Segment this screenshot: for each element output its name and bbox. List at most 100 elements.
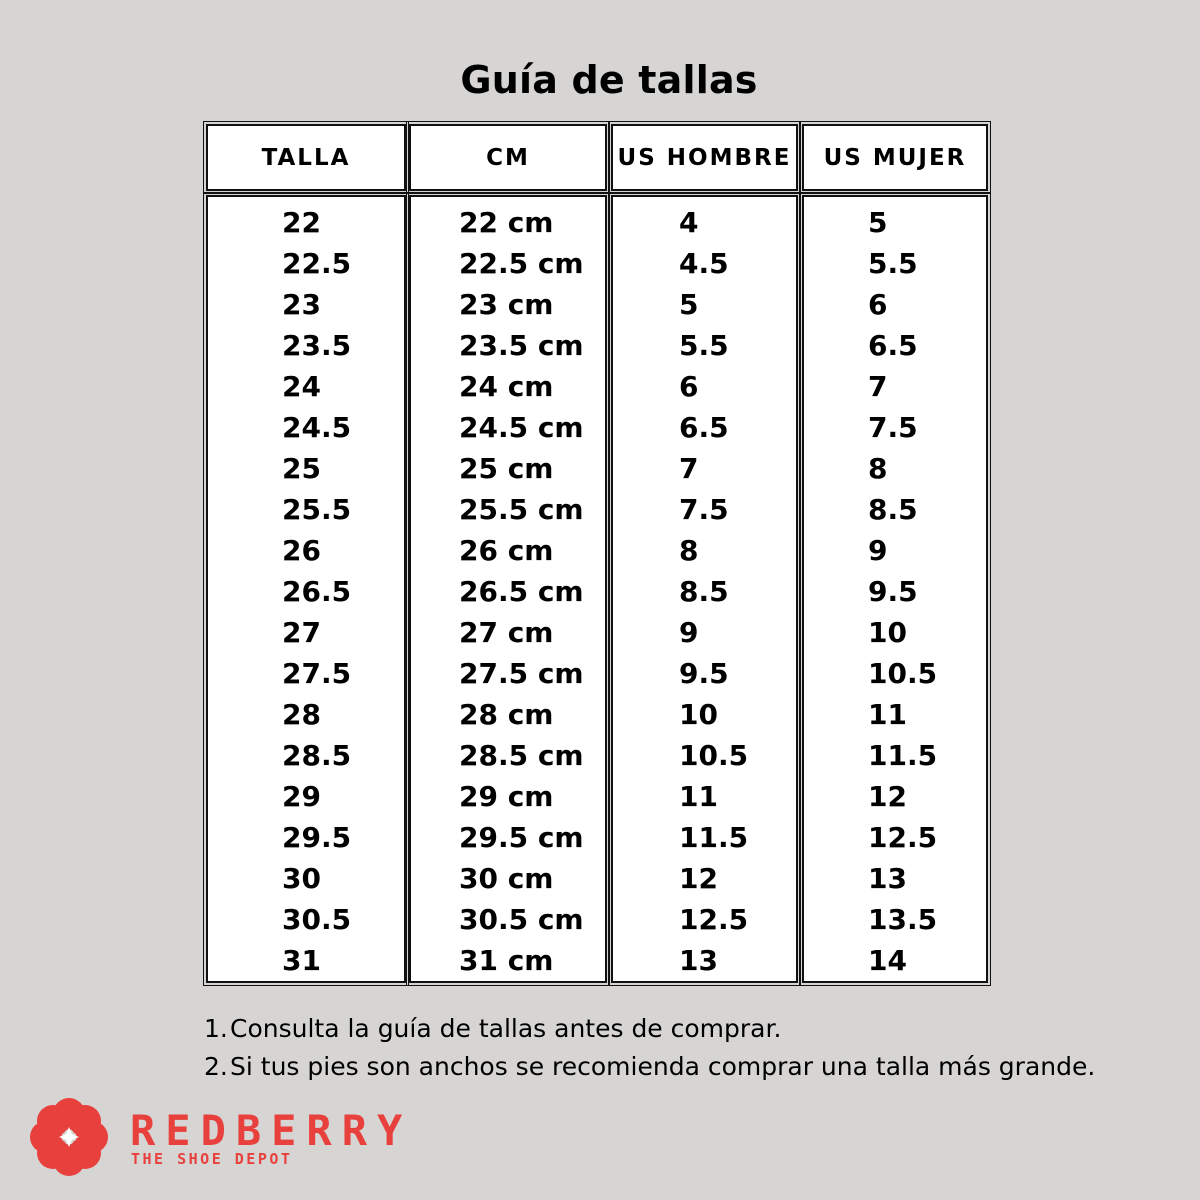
table-cell: 5 [868, 206, 888, 239]
table-cell: 6.5 [868, 329, 918, 362]
table-cell: 23.5 cm [459, 329, 584, 362]
table-cell: 6 [868, 288, 888, 321]
table-cell: 29.5 cm [459, 821, 584, 854]
table-cell: 11.5 [868, 739, 938, 772]
table-cell: 7.5 [679, 493, 729, 526]
table-cell: 27.5 [282, 657, 352, 690]
table-cell: 5.5 [679, 329, 729, 362]
table-cell: 30.5 [282, 903, 352, 936]
table-cell: 7.5 [868, 411, 918, 444]
table-cell: 24.5 cm [459, 411, 584, 444]
table-cell: 24.5 [282, 411, 352, 444]
note-item: 2.Si tus pies son anchos se recomienda c… [204, 1048, 1095, 1086]
header-talla: TALLA [203, 121, 409, 194]
table-cell: 8.5 [868, 493, 918, 526]
table-cell: 27.5 cm [459, 657, 584, 690]
table-cell: 9.5 [679, 657, 729, 690]
table-cell: 25 cm [459, 452, 554, 485]
header-us-hombre: US HOMBRE [608, 121, 801, 194]
table-cell: 10.5 [868, 657, 938, 690]
table-cell: 7 [679, 452, 699, 485]
table-cell: 6 [679, 370, 699, 403]
table-cell: 8 [679, 534, 699, 567]
table-cell: 10 [679, 698, 718, 731]
table-cell: 7 [868, 370, 888, 403]
redberry-flower-icon [30, 1098, 108, 1176]
table-cell: 26 cm [459, 534, 554, 567]
table-cell: 13 [868, 862, 907, 895]
table-cell: 29.5 [282, 821, 352, 854]
table-cell: 6.5 [679, 411, 729, 444]
table-cell: 13 [679, 944, 718, 977]
table-cell: 4 [679, 206, 699, 239]
table-cell: 28 cm [459, 698, 554, 731]
table-cell: 28.5 [282, 739, 352, 772]
table-cell: 12 [679, 862, 718, 895]
table-cell: 9.5 [868, 575, 918, 608]
page-title: Guía de tallas [460, 58, 758, 102]
table-cell: 9 [679, 616, 699, 649]
table-cell: 11 [868, 698, 907, 731]
table-cell: 26 [282, 534, 321, 567]
table-cell: 5.5 [868, 247, 918, 280]
table-cell: 4.5 [679, 247, 729, 280]
column-us-mujer: 5 5.5 6 6.5 7 7.5 8 8.5 9 9.5 10 10.5 11 11.5 12 12.5 13… [799, 192, 991, 986]
table-cell: 29 [282, 780, 321, 813]
table-cell: 12.5 [679, 903, 749, 936]
table-cell: 27 [282, 616, 321, 649]
table-cell: 31 [282, 944, 321, 977]
table-cell: 29 cm [459, 780, 554, 813]
table-cell: 9 [868, 534, 888, 567]
note-number: 2. [204, 1052, 228, 1081]
table-cell: 30 cm [459, 862, 554, 895]
table-cell: 26.5 [282, 575, 352, 608]
column-us-hombre: 4 4.5 5 5.5 6 6.5 7 7.5 8 8.5 9 9.5 10 10.5 11 11.5 12 12… [608, 192, 801, 986]
brand-tagline: THE SHOE DEPOT [131, 1150, 293, 1168]
table-cell: 23 [282, 288, 321, 321]
table-cell: 22.5 [282, 247, 352, 280]
table-cell: 30 [282, 862, 321, 895]
table-cell: 25.5 cm [459, 493, 584, 526]
table-cell: 30.5 cm [459, 903, 584, 936]
table-cell: 5 [679, 288, 699, 321]
header-cm-label: CM [486, 144, 530, 171]
header-talla-label: TALLA [261, 144, 351, 171]
header-us-mujer-label: US MUJER [823, 144, 967, 171]
note-text: Consulta la guía de tallas antes de comp… [230, 1014, 782, 1043]
table-cell: 22 [282, 206, 321, 239]
notes-list: 1.Consulta la guía de tallas antes de co… [204, 1010, 1095, 1086]
column-cm: 22 cm 22.5 cm 23 cm 23.5 cm 24 cm 24.5 cm 25 c… [406, 192, 610, 986]
table-cell: 10 [868, 616, 907, 649]
table-cell: 24 [282, 370, 321, 403]
table-cell: 8 [868, 452, 888, 485]
table-cell: 23.5 [282, 329, 352, 362]
brand-logo: REDBERRY THE SHOE DEPOT [30, 1098, 420, 1180]
table-cell: 23 cm [459, 288, 554, 321]
table-cell: 24 cm [459, 370, 554, 403]
table-cell: 22 cm [459, 206, 554, 239]
table-cell: 12.5 [868, 821, 938, 854]
table-cell: 13.5 [868, 903, 938, 936]
note-item: 1.Consulta la guía de tallas antes de co… [204, 1010, 1095, 1048]
table-cell: 25.5 [282, 493, 352, 526]
table-cell: 10.5 [679, 739, 749, 772]
table-cell: 12 [868, 780, 907, 813]
header-us-mujer: US MUJER [799, 121, 991, 194]
note-number: 1. [204, 1014, 228, 1043]
table-cell: 11.5 [679, 821, 749, 854]
table-cell: 27 cm [459, 616, 554, 649]
table-cell: 14 [868, 944, 907, 977]
brand-name: REDBERRY [130, 1106, 413, 1155]
header-us-hombre-label: US HOMBRE [617, 144, 792, 171]
table-cell: 26.5 cm [459, 575, 584, 608]
header-cm: CM [406, 121, 610, 194]
table-cell: 22.5 cm [459, 247, 584, 280]
table-cell: 8.5 [679, 575, 729, 608]
table-cell: 11 [679, 780, 718, 813]
table-cell: 28 [282, 698, 321, 731]
column-talla: 22 22.5 23 23.5 24 24.5 25 25.5 26 26.5 27 27.5 28 28… [203, 192, 409, 986]
table-cell: 28.5 cm [459, 739, 584, 772]
table-cell: 25 [282, 452, 321, 485]
table-cell: 31 cm [459, 944, 554, 977]
note-text: Si tus pies son anchos se recomienda com… [230, 1052, 1096, 1081]
